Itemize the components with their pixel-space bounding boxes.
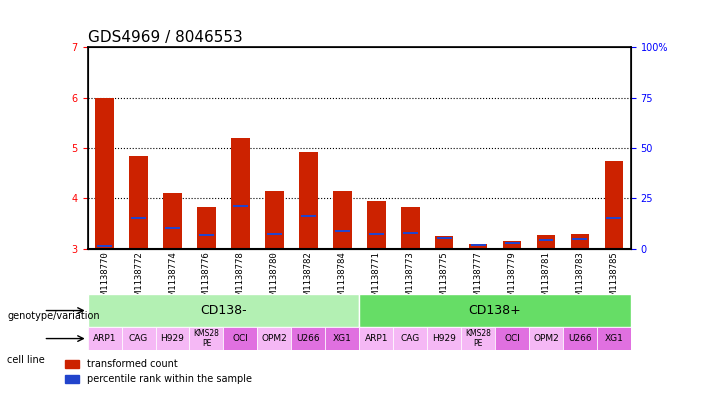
Bar <box>571 234 590 249</box>
FancyBboxPatch shape <box>359 294 631 327</box>
Bar <box>537 235 555 249</box>
Text: GSM1138781: GSM1138781 <box>541 251 550 305</box>
Bar <box>606 217 621 219</box>
Bar <box>333 191 352 249</box>
Text: XG1: XG1 <box>604 334 623 343</box>
Text: GSM1138778: GSM1138778 <box>236 251 245 305</box>
Bar <box>131 217 146 219</box>
Bar <box>299 152 318 249</box>
FancyBboxPatch shape <box>88 327 121 350</box>
Text: U266: U266 <box>297 334 320 343</box>
FancyBboxPatch shape <box>461 327 495 350</box>
Text: CD138-: CD138- <box>200 304 247 317</box>
Text: H929: H929 <box>161 334 184 343</box>
Text: H929: H929 <box>433 334 456 343</box>
Bar <box>197 207 216 249</box>
Bar <box>231 138 250 249</box>
Text: XG1: XG1 <box>333 334 352 343</box>
Bar <box>470 244 486 246</box>
Text: ARP1: ARP1 <box>93 334 116 343</box>
Bar <box>199 234 214 236</box>
FancyBboxPatch shape <box>393 327 427 350</box>
Text: GSM1138779: GSM1138779 <box>508 251 517 305</box>
Text: GSM1138785: GSM1138785 <box>609 251 618 305</box>
FancyBboxPatch shape <box>597 327 631 350</box>
Bar <box>573 238 587 240</box>
Bar <box>435 236 454 249</box>
Bar <box>95 97 114 249</box>
Text: OPM2: OPM2 <box>533 334 559 343</box>
Bar <box>401 207 419 249</box>
FancyBboxPatch shape <box>325 327 359 350</box>
FancyBboxPatch shape <box>529 327 563 350</box>
FancyBboxPatch shape <box>427 327 461 350</box>
Bar <box>538 239 554 241</box>
Bar <box>265 191 284 249</box>
Text: GSM1138770: GSM1138770 <box>100 251 109 305</box>
Text: ARP1: ARP1 <box>365 334 388 343</box>
Text: GDS4969 / 8046553: GDS4969 / 8046553 <box>88 29 243 44</box>
FancyBboxPatch shape <box>257 327 292 350</box>
Text: CAG: CAG <box>400 334 420 343</box>
Bar <box>503 241 522 249</box>
Text: OPM2: OPM2 <box>261 334 287 343</box>
Text: OCI: OCI <box>233 334 248 343</box>
Bar <box>163 193 182 249</box>
Text: GSM1138772: GSM1138772 <box>134 251 143 305</box>
Text: GSM1138784: GSM1138784 <box>338 251 347 305</box>
Text: CAG: CAG <box>129 334 148 343</box>
Bar <box>335 230 350 232</box>
Bar <box>437 237 451 239</box>
Bar <box>505 242 519 244</box>
Bar <box>469 244 487 249</box>
Text: CD138+: CD138+ <box>469 304 522 317</box>
Text: GSM1138775: GSM1138775 <box>440 251 449 305</box>
FancyBboxPatch shape <box>224 327 257 350</box>
Text: U266: U266 <box>568 334 592 343</box>
Text: KMS28
PE: KMS28 PE <box>465 329 491 348</box>
Bar <box>403 232 418 234</box>
Bar <box>97 245 112 247</box>
FancyBboxPatch shape <box>88 294 359 327</box>
FancyBboxPatch shape <box>292 327 325 350</box>
Legend: transformed count, percentile rank within the sample: transformed count, percentile rank withi… <box>61 356 256 388</box>
Bar <box>233 204 248 207</box>
Bar <box>367 201 386 249</box>
Text: GSM1138783: GSM1138783 <box>576 251 585 305</box>
FancyBboxPatch shape <box>121 327 156 350</box>
Bar <box>165 227 180 229</box>
FancyBboxPatch shape <box>359 327 393 350</box>
Text: GSM1138776: GSM1138776 <box>202 251 211 305</box>
FancyBboxPatch shape <box>189 327 224 350</box>
Bar <box>129 156 148 249</box>
FancyBboxPatch shape <box>495 327 529 350</box>
Bar <box>267 233 282 235</box>
Text: GSM1138771: GSM1138771 <box>372 251 381 305</box>
Text: GSM1138780: GSM1138780 <box>270 251 279 305</box>
Text: KMS28
PE: KMS28 PE <box>193 329 219 348</box>
Text: GSM1138777: GSM1138777 <box>474 251 482 305</box>
Text: GSM1138773: GSM1138773 <box>406 251 415 305</box>
Bar <box>301 215 315 217</box>
Text: cell line: cell line <box>7 354 45 365</box>
Text: genotype/variation: genotype/variation <box>7 311 100 321</box>
Bar <box>369 233 383 235</box>
Text: GSM1138774: GSM1138774 <box>168 251 177 305</box>
FancyBboxPatch shape <box>156 327 189 350</box>
FancyBboxPatch shape <box>563 327 597 350</box>
Bar <box>604 161 623 249</box>
Text: GSM1138782: GSM1138782 <box>304 251 313 305</box>
Text: OCI: OCI <box>504 334 520 343</box>
